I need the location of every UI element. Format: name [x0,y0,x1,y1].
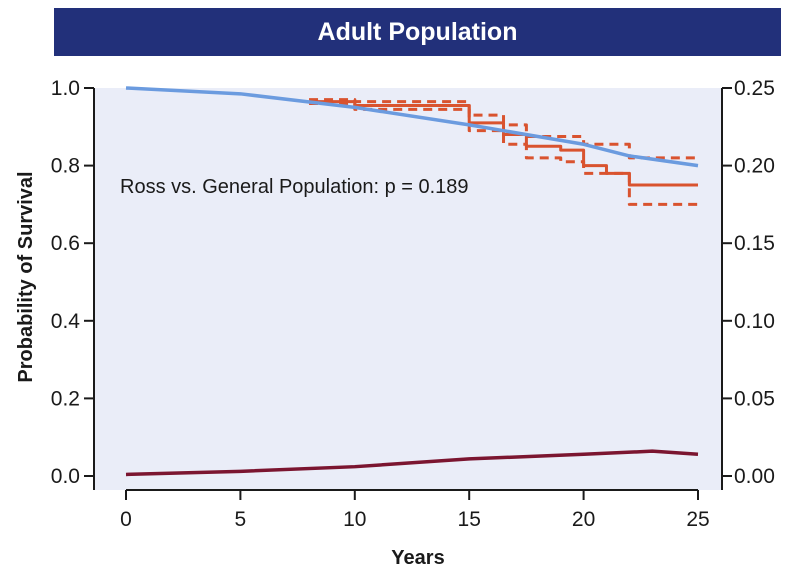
y2-tick-label: 0.00 [734,465,775,488]
chart-title-banner: Adult Population [54,8,781,56]
y-tick-label: 0.6 [51,232,80,255]
x-tick-label: 5 [235,508,247,531]
curves-layer [125,86,699,477]
x-axis-label: Years [391,547,444,569]
y-tick-label: 0.8 [51,155,80,178]
axes-layer: 0 5 10 15 20 25 0.0 0.2 0.4 0.6 0.8 1.0 0.00 0.05 0.10… [51,77,775,531]
y-tick-label: 0.0 [51,465,80,488]
plot-background [94,88,722,490]
y-tick-label: 0.4 [51,310,81,333]
chart-title: Adult Population [317,17,518,46]
x-tick-label: 20 [572,508,595,531]
ross-survival-curve [309,100,698,187]
x-tick-label: 10 [343,508,366,531]
y2-tick-label: 0.25 [734,77,775,100]
x-tick-label: 25 [686,508,709,531]
y-axis-label: Probability of Survival [15,171,37,382]
general-population-curve [125,86,699,168]
y2-tick-label: 0.10 [734,310,775,333]
y2-tick-label: 0.20 [734,155,775,178]
y-tick-label: 1.0 [51,77,80,100]
lower-axis-curve [125,449,699,477]
y-tick-label: 0.2 [51,387,80,410]
y2-tick-label: 0.05 [734,387,775,410]
p-value-annotation: Ross vs. General Population: p = 0.189 [120,176,469,198]
y2-tick-label: 0.15 [734,232,775,255]
x-tick-label: 0 [120,508,132,531]
x-tick-label: 15 [458,508,481,531]
ross-upper-ci-curve [309,98,698,160]
